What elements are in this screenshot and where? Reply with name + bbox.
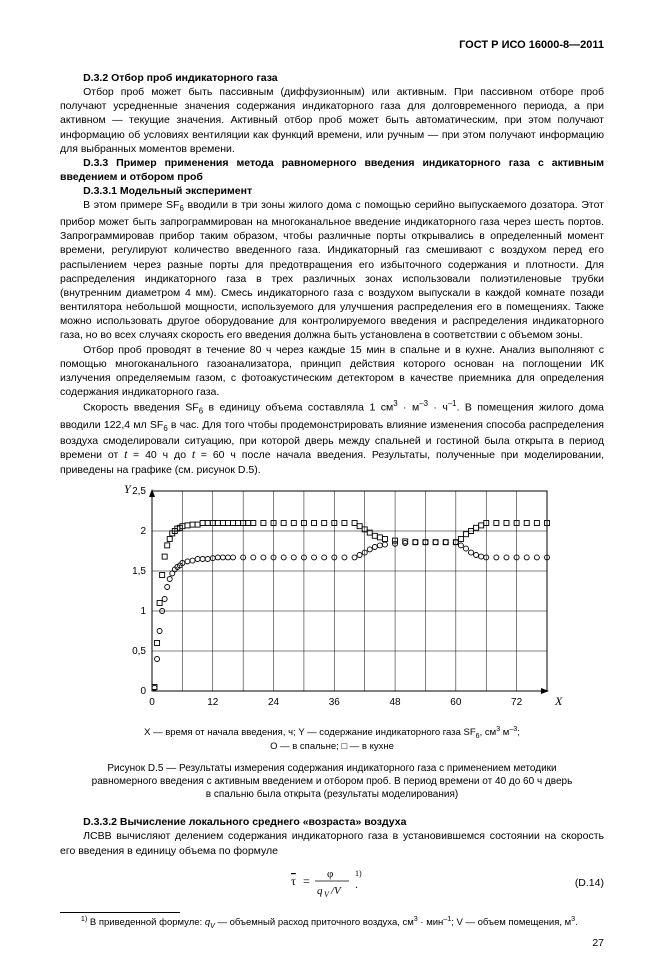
fn-qv: qV (205, 917, 215, 928)
formula-svg: τ = φ q V /V 1) . (287, 864, 377, 898)
formula-center: τ = φ q V /V 1) . (287, 864, 377, 902)
svg-text:48: 48 (390, 697, 402, 708)
page-number: 27 (60, 936, 604, 950)
svg-text:V: V (324, 890, 330, 898)
formula-tag: (D.14) (377, 876, 604, 890)
footnote: 1) В приведенной формуле: qV — объемный … (60, 915, 604, 932)
d332-title-text: D.3.3.2 Вычисление локального среднего «… (83, 816, 406, 828)
supm3: –3 (419, 399, 428, 408)
d32-title-text: D.3.2 Отбор проб индикаторного газа (83, 72, 278, 84)
svg-text:0: 0 (140, 686, 146, 697)
fna: В приведенной формуле: (87, 917, 205, 928)
p3c: · м (398, 402, 420, 414)
section-d332-title: D.3.3.2 Вычисление локального среднего «… (60, 815, 604, 829)
p3g: = 40 ч до (127, 449, 192, 461)
cap1d: ; (517, 727, 520, 738)
formula-d14: τ = φ q V /V 1) . (D.14) (60, 864, 604, 902)
d332-p1: ЛСВВ вычисляют делением содержания индик… (60, 829, 604, 857)
d331-title-text: D.3.3.1 Модельный эксперимент (83, 185, 252, 197)
supm1: –1 (448, 399, 457, 408)
cap1b: , см (480, 727, 497, 738)
p3a: Скорость введения SF (83, 402, 199, 414)
svg-text:q: q (317, 885, 323, 897)
section-d32-title: D.3.2 Отбор проб индикаторного газа (60, 71, 604, 85)
section-d331-title: D.3.3.1 Модельный эксперимент (60, 184, 604, 198)
p3b: в единицу объема составляла 1 см (203, 402, 393, 414)
figure-d5-chart: 0 0,5 1 1,5 2 2,5 0 12 24 36 48 60 72 Y X (60, 481, 604, 721)
svg-text:2: 2 (140, 526, 146, 537)
cap1c: м (500, 727, 509, 738)
section-d33-title: D.3.3 Пример применения метода равномерн… (60, 156, 604, 184)
svg-text:0,5: 0,5 (132, 646, 146, 657)
d33-title-text: D.3.3 Пример применения метода равномерн… (60, 157, 604, 183)
svg-text:36: 36 (329, 697, 341, 708)
d331-p1b: вводили в три зоны жилого дома с помощью… (60, 199, 604, 341)
svg-text:.: . (355, 877, 358, 891)
p3d: · ч (428, 402, 448, 414)
svg-text:Y: Y (124, 482, 132, 496)
svg-text:0: 0 (149, 697, 155, 708)
svg-text:1: 1 (140, 606, 146, 617)
fnd: ; V — объем помещения, м (451, 917, 571, 928)
svg-text:12: 12 (207, 697, 219, 708)
chart-svg: 0 0,5 1 1,5 2 2,5 0 12 24 36 48 60 72 Y X (92, 481, 572, 721)
doc-header: ГОСТ Р ИСО 16000-8—2011 (60, 38, 604, 53)
figure-caption: Рисунок D.5 — Результаты измерения содер… (90, 762, 574, 801)
fn-sm1: –1 (443, 915, 451, 923)
d331-p1: В этом примере SF6 вводили в три зоны жи… (60, 198, 604, 342)
svg-text:72: 72 (511, 697, 523, 708)
svg-text:=: = (303, 874, 310, 888)
d331-p2: Отбор проб проводят в течение 80 ч через… (60, 343, 604, 400)
svg-text:τ: τ (291, 874, 296, 888)
chart-axis-caption: X — время от начала введения, ч; Y — сод… (60, 725, 604, 754)
svg-text:24: 24 (268, 697, 280, 708)
svg-text:1,5: 1,5 (132, 566, 146, 577)
svg-text:2,5: 2,5 (132, 486, 146, 497)
fnb: — объемный расход приточного воздуха, см (215, 917, 414, 928)
fne: . (575, 917, 578, 928)
d32-p1: Отбор проб может быть пассивным (диффузи… (60, 85, 604, 156)
svg-text:φ: φ (327, 868, 333, 880)
d331-p1a: В этом примере SF (83, 199, 179, 211)
fnc: · мин (418, 917, 444, 928)
svg-text:/V: /V (330, 885, 342, 897)
svg-text:X: X (554, 694, 563, 708)
cap1a: X — время от начала введения, ч; Y — сод… (144, 727, 476, 738)
d331-p3: Скорость введения SF6 в единицу объема с… (60, 399, 604, 476)
cap2: О — в спальне; □ — в кухне (270, 741, 394, 752)
svg-text:60: 60 (450, 697, 462, 708)
